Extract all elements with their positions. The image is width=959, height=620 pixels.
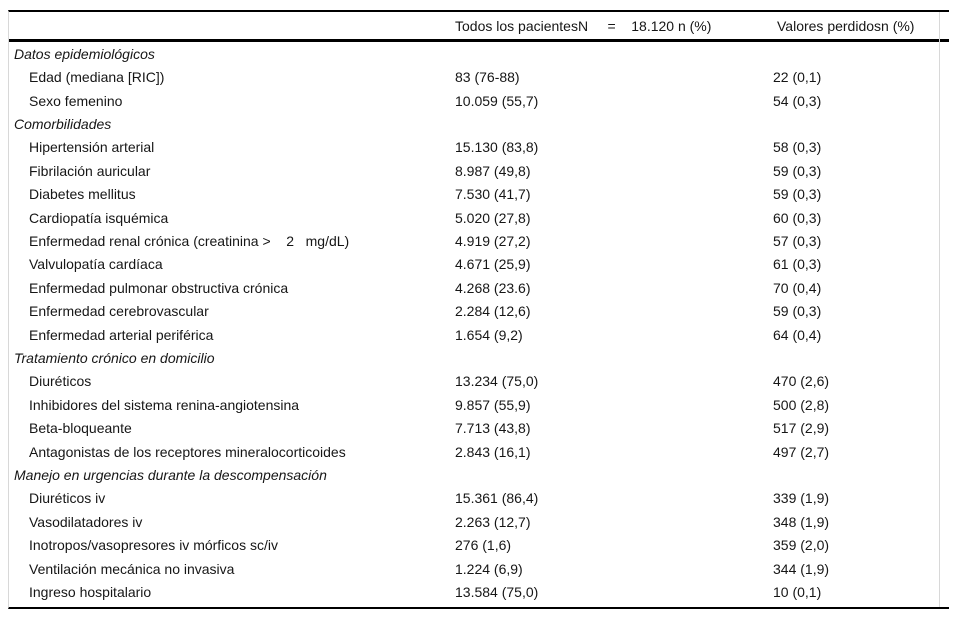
all-patients-value: 7.713 (43,8) (455, 420, 531, 437)
header-missing-values: Valores perdidosn (%) (777, 17, 915, 34)
row-label: Manejo en urgencias durante la descompen… (14, 467, 327, 484)
row-label: Inhibidores del sistema renina-angiotens… (29, 396, 300, 413)
missing-value: 344 (1,9) (773, 560, 830, 577)
row-label: Hipertensión arterial (29, 139, 155, 156)
all-patients-value: 13.584 (75,0) (455, 584, 539, 601)
row-label: Datos epidemiológicos (14, 45, 155, 62)
all-patients-value: 5.020 (27,8) (455, 209, 531, 226)
missing-value: 64 (0,4) (773, 326, 822, 343)
table-row: Enfermedad cerebrovascular 2.284 (12,6) … (9, 299, 949, 322)
all-patients-value: 10.059 (55,7) (455, 92, 539, 109)
missing-value: 59 (0,3) (773, 186, 822, 203)
row-label: Enfermedad cerebrovascular (29, 303, 209, 320)
row-label: Beta-bloqueante (29, 420, 132, 437)
table-row: Diuréticos 13.234 (75,0) 470 (2,6) (9, 370, 949, 393)
all-patients-value: 7.530 (41,7) (455, 186, 531, 203)
row-label: Diuréticos iv (29, 490, 106, 507)
table-row: Antagonistas de los receptores mineraloc… (9, 440, 949, 463)
table-row: Fibrilación auricular 8.987 (49,8) 59 (0… (9, 159, 949, 182)
missing-value: 500 (2,8) (773, 396, 830, 413)
row-label: Cardiopatía isquémica (29, 209, 169, 226)
table-row: Enfermedad pulmonar obstructiva crónica … (9, 276, 949, 299)
section-row: Comorbilidades (9, 112, 949, 135)
table-row: Sexo femenino 10.059 (55,7) 54 (0,3) (9, 89, 949, 112)
section-row: Manejo en urgencias durante la descompen… (9, 463, 949, 486)
missing-value: 348 (1,9) (773, 513, 830, 530)
missing-value: 59 (0,3) (773, 162, 822, 179)
table-row: Hipertensión arterial 15.130 (83,8) 58 (… (9, 136, 949, 159)
row-label: Edad (mediana [RIC]) (29, 69, 165, 86)
all-patients-value: 1.224 (6,9) (455, 560, 523, 577)
table-row: Ingreso hospitalario 13.584 (75,0) 10 (0… (9, 580, 949, 603)
section-row: Tratamiento crónico en domicilio (9, 346, 949, 369)
row-label: Comorbilidades (14, 115, 112, 132)
row-label: Sexo femenino (29, 92, 123, 109)
row-label: Diabetes mellitus (29, 186, 136, 203)
all-patients-value: 8.987 (49,8) (455, 162, 531, 179)
table-row: Enfermedad arterial periférica 1.654 (9,… (9, 323, 949, 346)
row-label: Tratamiento crónico en domicilio (14, 349, 215, 366)
missing-value: 497 (2,7) (773, 443, 830, 460)
row-label: Antagonistas de los receptores mineraloc… (29, 443, 346, 460)
table-row: Valvulopatía cardíaca 4.671 (25,9) 61 (0… (9, 253, 949, 276)
all-patients-value: 276 (1,6) (455, 537, 512, 554)
all-patients-value: 83 (76-88) (455, 69, 520, 86)
missing-value: 22 (0,1) (773, 69, 822, 86)
missing-value: 61 (0,3) (773, 256, 822, 273)
table-row: Inhibidores del sistema renina-angiotens… (9, 393, 949, 416)
header-all-patients: Todos los pacientesN = 18.120 n (%) (455, 17, 712, 34)
all-patients-value: 4.671 (25,9) (455, 256, 531, 273)
missing-value: 54 (0,3) (773, 92, 822, 109)
missing-value: 359 (2,0) (773, 537, 830, 554)
row-label: Diuréticos (29, 373, 92, 390)
row-label: Valvulopatía cardíaca (29, 256, 163, 273)
section-row: Datos epidemiológicos (9, 42, 949, 65)
all-patients-value: 15.361 (86,4) (455, 490, 539, 507)
missing-value: 339 (1,9) (773, 490, 830, 507)
table-row: Diabetes mellitus 7.530 (41,7) 59 (0,3) (9, 182, 949, 205)
all-patients-value: 9.857 (55,9) (455, 396, 531, 413)
all-patients-value: 2.843 (16,1) (455, 443, 531, 460)
missing-value: 59 (0,3) (773, 303, 822, 320)
missing-value: 58 (0,3) (773, 139, 822, 156)
table-row: Ventilación mecánica no invasiva 1.224 (… (9, 557, 949, 580)
all-patients-value: 4.268 (23.6) (455, 279, 531, 296)
missing-value: 60 (0,3) (773, 209, 822, 226)
missing-value: 70 (0,4) (773, 279, 822, 296)
all-patients-value: 2.284 (12,6) (455, 303, 531, 320)
table-row: Edad (mediana [RIC]) 83 (76-88) 22 (0,1) (9, 65, 949, 88)
table-right-border (939, 12, 940, 607)
row-label: Enfermedad renal crónica (creatinina > 2… (29, 232, 350, 249)
table-row: Cardiopatía isquémica 5.020 (27,8) 60 (0… (9, 206, 949, 229)
row-label: Fibrilación auricular (29, 162, 151, 179)
row-label: Ventilación mecánica no invasiva (29, 560, 235, 577)
all-patients-value: 4.919 (27,2) (455, 232, 531, 249)
row-label: Enfermedad pulmonar obstructiva crónica (29, 279, 289, 296)
table-row: Vasodilatadores iv 2.263 (12,7) 348 (1,9… (9, 510, 949, 533)
row-label: Ingreso hospitalario (29, 584, 152, 601)
missing-value: 57 (0,3) (773, 232, 822, 249)
table-row: Diuréticos iv 15.361 (86,4) 339 (1,9) (9, 487, 949, 510)
table-body: Datos epidemiológicos Edad (mediana [RIC… (9, 42, 949, 604)
missing-value: 10 (0,1) (773, 584, 822, 601)
table-row: Enfermedad renal crónica (creatinina > 2… (9, 229, 949, 252)
row-label: Inotropos/vasopresores iv mórficos sc/iv (29, 537, 278, 554)
row-label: Enfermedad arterial periférica (29, 326, 214, 343)
paper-table: Todos los pacientesN = 18.120 n (%) Valo… (8, 10, 949, 609)
table-row: Inotropos/vasopresores iv mórficos sc/iv… (9, 534, 949, 557)
all-patients-value: 2.263 (12,7) (455, 513, 531, 530)
missing-value: 517 (2,9) (773, 420, 830, 437)
table-header-row: Todos los pacientesN = 18.120 n (%) Valo… (9, 12, 949, 42)
all-patients-value: 1.654 (9,2) (455, 326, 523, 343)
row-label: Vasodilatadores iv (29, 513, 143, 530)
all-patients-value: 15.130 (83,8) (455, 139, 539, 156)
table-row: Beta-bloqueante 7.713 (43,8) 517 (2,9) (9, 417, 949, 440)
missing-value: 470 (2,6) (773, 373, 830, 390)
all-patients-value: 13.234 (75,0) (455, 373, 539, 390)
